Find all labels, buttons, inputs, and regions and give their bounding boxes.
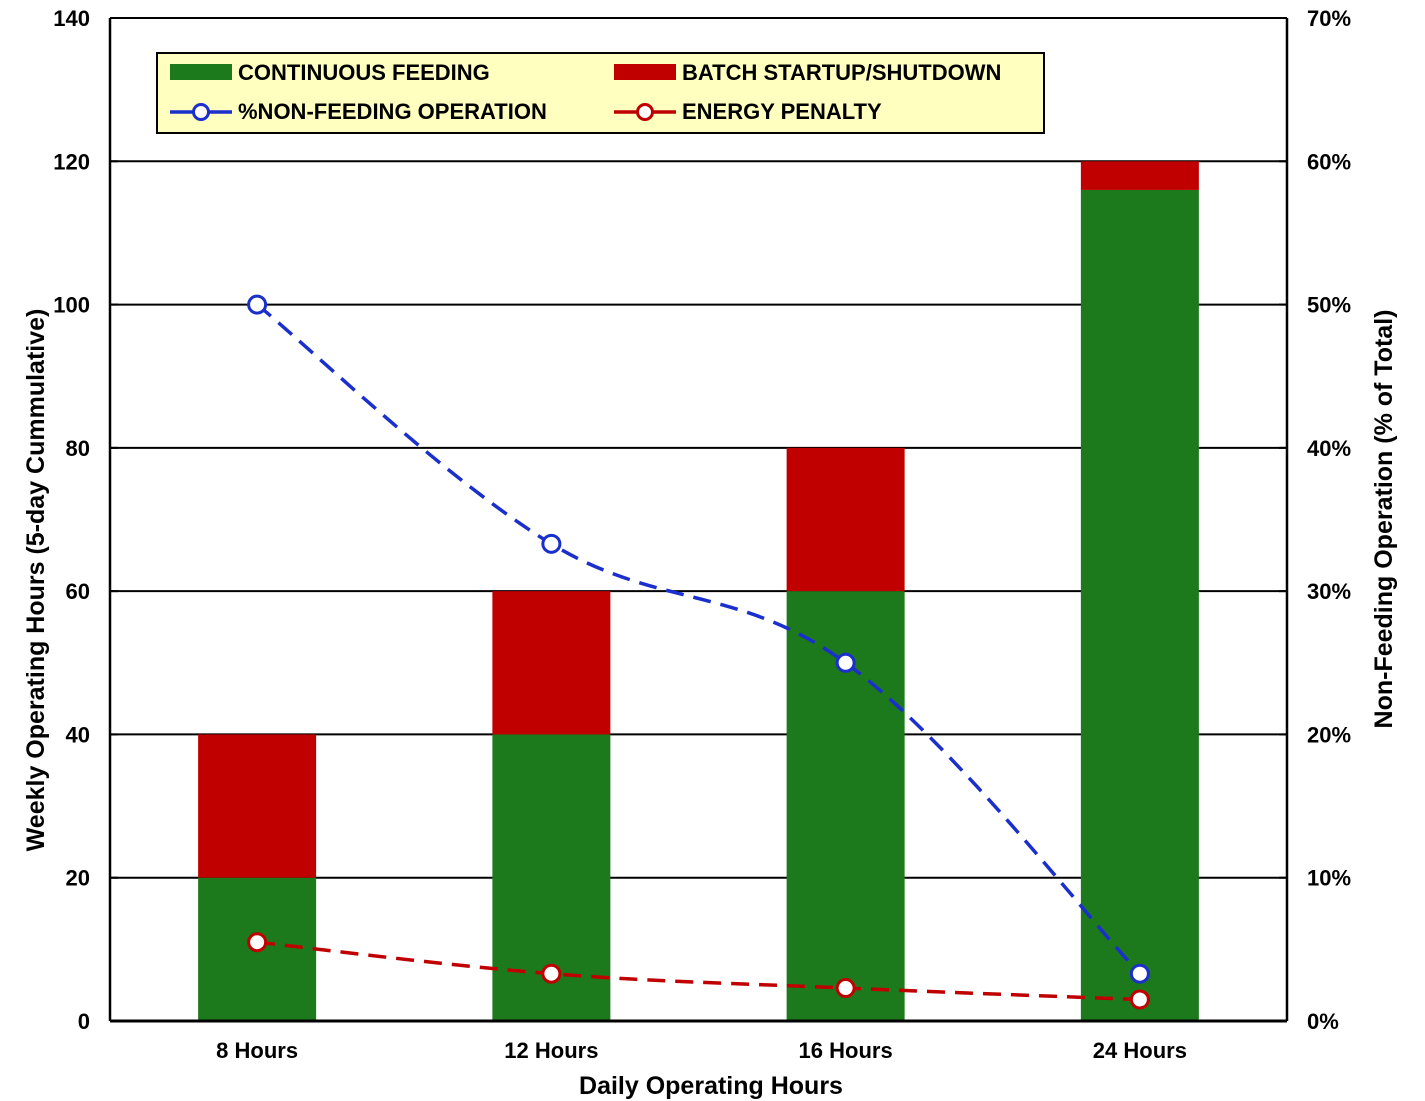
- left-axis-ticks: 0 20 40 60 80 100 120 140: [53, 6, 118, 1034]
- legend-label-non-feeding-operation: %NON-FEEDING OPERATION: [238, 99, 547, 124]
- left-tick-label: 120: [53, 149, 90, 174]
- legend-item-non-feeding-operation: %NON-FEEDING OPERATION: [170, 99, 547, 124]
- bar-batch-startup-shutdown: [1080, 161, 1199, 190]
- legend-item-batch-startup-shutdown: BATCH STARTUP/SHUTDOWN: [614, 60, 1001, 85]
- left-tick-label: 140: [53, 6, 90, 31]
- legend-marker-non-feeding-operation: [192, 103, 210, 121]
- bar-batch-startup-shutdown: [198, 734, 317, 878]
- legend-marker-energy-penalty: [636, 103, 654, 121]
- right-tick-label: 0%: [1307, 1009, 1339, 1034]
- y-axis-title: Weekly Operating Hours (5-day Cummulativ…: [22, 309, 50, 852]
- legend-swatch-continuous-feeding: [170, 64, 232, 80]
- point-energy-penalty: [1129, 989, 1150, 1010]
- category-label: 8 Hours: [216, 1038, 298, 1063]
- point-energy-penalty: [541, 963, 562, 984]
- line-points: [247, 294, 1150, 1010]
- right-tick-label: 40%: [1307, 436, 1351, 461]
- category-labels: 8 Hours 12 Hours 16 Hours 24 Hours: [216, 1038, 1187, 1063]
- category-label: 24 Hours: [1093, 1038, 1187, 1063]
- bar-continuous-feeding: [1080, 189, 1199, 1021]
- point-energy-penalty: [835, 978, 856, 999]
- left-tick-label: 80: [66, 436, 90, 461]
- point-non-feeding-operation: [247, 294, 268, 315]
- left-tick-label: 20: [66, 866, 90, 891]
- x-axis-title: Daily Operating Hours: [579, 1072, 843, 1100]
- line-energy-penalty: [256, 940, 1140, 1002]
- right-tick-label: 50%: [1307, 293, 1351, 318]
- point-non-feeding-operation: [541, 533, 562, 554]
- right-tick-label: 20%: [1307, 722, 1351, 747]
- left-tick-label: 40: [66, 722, 90, 747]
- axes: [108, 18, 1289, 1023]
- right-tick-label: 10%: [1307, 866, 1351, 891]
- legend-swatch-batch-startup-shutdown: [614, 64, 676, 80]
- left-tick-label: 0: [78, 1009, 90, 1034]
- line-non-feeding-operation: [256, 303, 1142, 975]
- bar-batch-startup-shutdown: [786, 447, 905, 592]
- right-tick-label: 30%: [1307, 579, 1351, 604]
- legend-label-energy-penalty: ENERGY PENALTY: [682, 99, 882, 124]
- left-tick-label: 100: [53, 293, 90, 318]
- legend-label-batch-startup-shutdown: BATCH STARTUP/SHUTDOWN: [682, 60, 1001, 85]
- y-right-axis-title: Non-Feeding Operation (% of Total): [1370, 310, 1398, 729]
- right-tick-label: 60%: [1307, 149, 1351, 174]
- right-axis-ticks: 0% 10% 20% 30% 40% 50% 60% 70%: [1279, 6, 1351, 1034]
- point-non-feeding-operation: [1129, 963, 1150, 984]
- point-non-feeding-operation: [835, 652, 856, 673]
- legend-item-continuous-feeding: CONTINUOUS FEEDING: [170, 60, 490, 85]
- legend: CONTINUOUS FEEDING BATCH STARTUP/SHUTDOW…: [156, 52, 1045, 134]
- legend-item-energy-penalty: ENERGY PENALTY: [614, 99, 882, 124]
- category-label: 12 Hours: [504, 1038, 598, 1063]
- line-series: [256, 303, 1142, 1002]
- bars: [198, 161, 1199, 1021]
- right-tick-label: 70%: [1307, 6, 1351, 31]
- category-label: 16 Hours: [799, 1038, 893, 1063]
- legend-label-continuous-feeding: CONTINUOUS FEEDING: [238, 60, 490, 85]
- bar-batch-startup-shutdown: [492, 591, 611, 735]
- left-tick-label: 60: [66, 579, 90, 604]
- point-energy-penalty: [247, 932, 268, 953]
- legend-box: [156, 52, 1045, 134]
